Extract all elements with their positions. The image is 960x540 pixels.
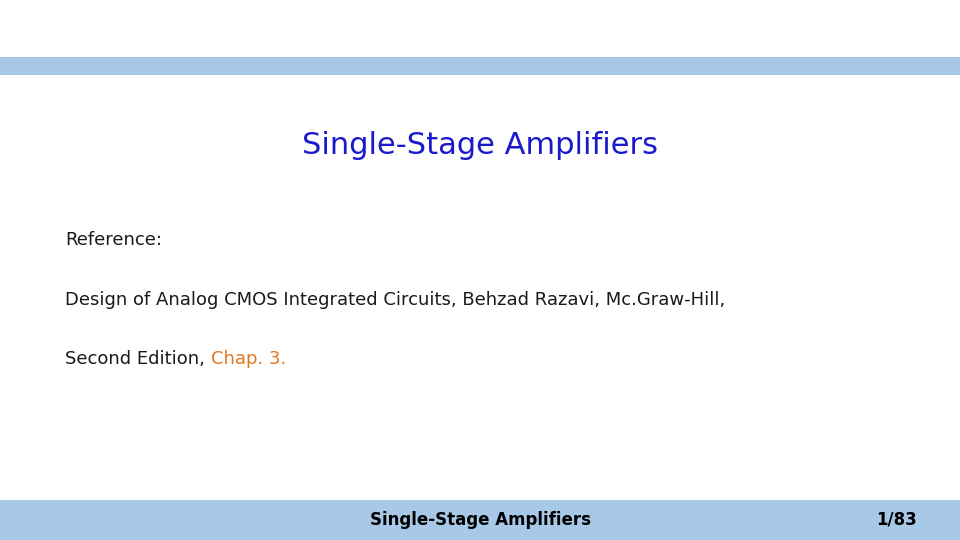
Text: Second Edition,: Second Edition, (65, 350, 211, 368)
Bar (0, 500, 960, 540)
Text: Single-Stage Amplifiers: Single-Stage Amplifiers (302, 131, 658, 160)
Bar (0, 57, 960, 75)
Text: Design of Analog CMOS Integrated Circuits, Behzad Razavi, Mc.Graw-Hill,: Design of Analog CMOS Integrated Circuit… (65, 291, 726, 309)
Text: Chap. 3.: Chap. 3. (211, 350, 286, 368)
Text: Reference:: Reference: (65, 231, 162, 249)
Text: 1/83: 1/83 (876, 511, 917, 529)
Text: Single-Stage Amplifiers: Single-Stage Amplifiers (370, 511, 590, 529)
